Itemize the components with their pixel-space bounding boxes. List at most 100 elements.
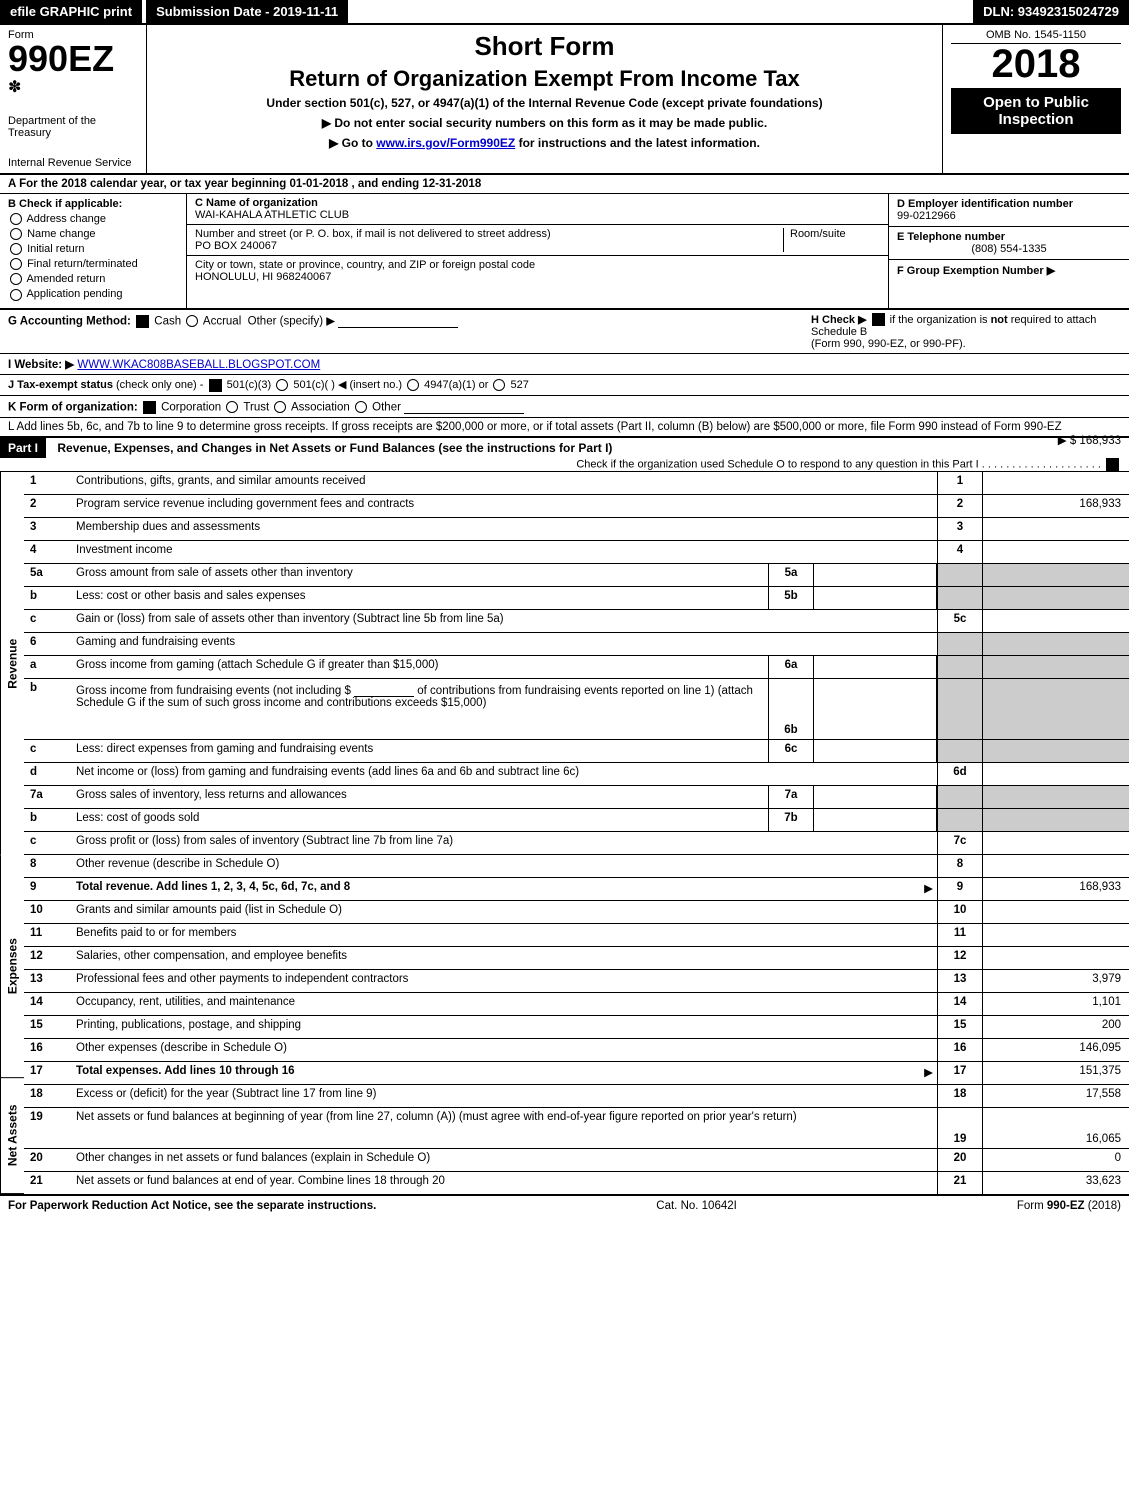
line-col-no: 8	[937, 855, 982, 877]
line-6a: a Gross income from gaming (attach Sched…	[24, 656, 1129, 679]
box-de: D Employer identification number 99-0212…	[888, 194, 1129, 308]
trust-label: Trust	[243, 401, 269, 413]
cash-label: Cash	[154, 315, 181, 327]
501c-radio[interactable]	[276, 379, 288, 391]
line-col-no: 13	[937, 970, 982, 992]
other-org-radio[interactable]	[355, 401, 367, 413]
line-col-val	[982, 679, 1129, 739]
line-col-no	[937, 633, 982, 655]
dln: DLN: 93492315024729	[973, 0, 1129, 23]
4947-radio[interactable]	[407, 379, 419, 391]
line-col-no: 7c	[937, 832, 982, 854]
line-col-no: 9	[937, 878, 982, 900]
goto-link[interactable]: www.irs.gov/Form990EZ	[376, 136, 515, 150]
trust-radio[interactable]	[226, 401, 238, 413]
501c-label: 501(c)( )	[293, 379, 335, 391]
cash-checkbox[interactable]	[136, 315, 149, 328]
return-title: Return of Organization Exempt From Incom…	[157, 66, 932, 92]
other-specify-input[interactable]	[338, 313, 458, 328]
lines-table: Revenue Expenses Net Assets 1 Contributi…	[0, 472, 1129, 1196]
line-col-val	[982, 587, 1129, 609]
line-no: 9	[24, 878, 72, 900]
line-col-val	[982, 924, 1129, 946]
opt-amended-return[interactable]: Amended return	[8, 273, 178, 285]
city-value: HONOLULU, HI 968240067	[195, 271, 331, 283]
form-org-label: K Form of organization:	[8, 401, 138, 413]
ein-label: D Employer identification number	[897, 198, 1073, 210]
line-col-val: 3,979	[982, 970, 1129, 992]
line-no: 15	[24, 1016, 72, 1038]
line-col-val	[982, 763, 1129, 785]
line-no: 10	[24, 901, 72, 923]
line-desc: Total revenue. Add lines 1, 2, 3, 4, 5c,…	[72, 878, 937, 900]
efile-label: efile GRAPHIC print	[0, 0, 142, 23]
assoc-radio[interactable]	[274, 401, 286, 413]
527-radio[interactable]	[493, 379, 505, 391]
line-desc: Benefits paid to or for members	[72, 924, 937, 946]
line-col-no: 4	[937, 541, 982, 563]
accrual-label: Accrual	[203, 315, 241, 327]
accrual-radio[interactable]	[186, 315, 198, 327]
line-6b: b Gross income from fundraising events (…	[24, 679, 1129, 740]
row-a-end: 12-31-2018	[422, 178, 481, 190]
line-col-no: 20	[937, 1149, 982, 1171]
city-label: City or town, state or province, country…	[195, 259, 535, 271]
line-desc: Excess or (deficit) for the year (Subtra…	[72, 1085, 937, 1107]
line-col-val	[982, 832, 1129, 854]
opt-application-pending[interactable]: Application pending	[8, 288, 178, 300]
line-desc: Less: direct expenses from gaming and fu…	[72, 740, 768, 762]
line-col-val	[982, 564, 1129, 586]
fundraising-amount-input[interactable]	[354, 682, 414, 697]
line-col-val	[982, 633, 1129, 655]
line-no: 1	[24, 472, 72, 494]
line-col-val	[982, 656, 1129, 678]
opt-initial-return[interactable]: Initial return	[8, 243, 178, 255]
line-desc: Gain or (loss) from sale of assets other…	[72, 610, 937, 632]
line-desc: Less: cost of goods sold	[72, 809, 768, 831]
line-no: 18	[24, 1085, 72, 1107]
opt-name-change[interactable]: Name change	[8, 228, 178, 240]
box-b-label: B Check if applicable:	[8, 198, 178, 210]
corp-checkbox[interactable]	[143, 401, 156, 414]
website-link[interactable]: WWW.WKAC808BASEBALL.BLOGSPOT.COM	[77, 359, 320, 371]
org-name: WAI-KAHALA ATHLETIC CLUB	[195, 209, 349, 221]
line-col-val: 1,101	[982, 993, 1129, 1015]
other-org-input[interactable]	[404, 399, 524, 414]
line-10: 10 Grants and similar amounts paid (list…	[24, 901, 1129, 924]
line-desc: Other changes in net assets or fund bala…	[72, 1149, 937, 1171]
line-sub-no: 6c	[768, 740, 814, 762]
schedule-o-checkbox[interactable]	[1106, 458, 1119, 471]
line-no: c	[24, 610, 72, 632]
line-8: 8 Other revenue (describe in Schedule O)…	[24, 855, 1129, 878]
topbar: efile GRAPHIC print Submission Date - 20…	[0, 0, 1129, 25]
line-desc: Net assets or fund balances at end of ye…	[72, 1172, 937, 1194]
schedule-o-text: Check if the organization used Schedule …	[576, 458, 978, 470]
line-no: 11	[24, 924, 72, 946]
line-desc: Gross sales of inventory, less returns a…	[72, 786, 768, 808]
line-5c: c Gain or (loss) from sale of assets oth…	[24, 610, 1129, 633]
line-sub-no: 7a	[768, 786, 814, 808]
line-col-val	[982, 610, 1129, 632]
footer-center: Cat. No. 10642I	[656, 1200, 737, 1212]
line-19: 19 Net assets or fund balances at beginn…	[24, 1108, 1129, 1149]
line-2: 2 Program service revenue including gove…	[24, 495, 1129, 518]
line-desc: Net assets or fund balances at beginning…	[72, 1108, 937, 1148]
opt-address-change[interactable]: Address change	[8, 213, 178, 225]
501c3-checkbox[interactable]	[209, 379, 222, 392]
h-checkbox[interactable]	[872, 313, 885, 326]
phone-label: E Telephone number	[897, 231, 1005, 243]
line-no: 3	[24, 518, 72, 540]
line-col-val: 200	[982, 1016, 1129, 1038]
row-a-prefix: A For the 2018 calendar year, or tax yea…	[8, 178, 289, 190]
row-l-text: L Add lines 5b, 6c, and 7b to line 9 to …	[8, 421, 1062, 433]
row-a-mid: , and ending	[351, 178, 422, 190]
line-desc: Contributions, gifts, grants, and simila…	[72, 472, 937, 494]
dept-treasury: Department of the Treasury	[8, 115, 138, 139]
line-no: 20	[24, 1149, 72, 1171]
line-no: c	[24, 832, 72, 854]
line-col-val: 16,065	[982, 1108, 1129, 1148]
opt-final-return[interactable]: Final return/terminated	[8, 258, 178, 270]
line-desc: Less: cost or other basis and sales expe…	[72, 587, 768, 609]
line-col-no: 5c	[937, 610, 982, 632]
line-col-no	[937, 740, 982, 762]
